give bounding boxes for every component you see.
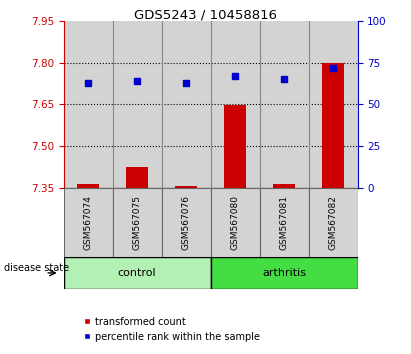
Bar bbox=[224, 105, 246, 188]
FancyBboxPatch shape bbox=[309, 188, 358, 257]
Bar bbox=[322, 63, 344, 188]
Bar bbox=[309, 21, 358, 188]
Text: GSM567074: GSM567074 bbox=[84, 195, 93, 250]
Text: GSM567075: GSM567075 bbox=[133, 195, 142, 250]
Point bbox=[232, 73, 238, 79]
FancyBboxPatch shape bbox=[211, 257, 358, 289]
Bar bbox=[126, 167, 148, 188]
Bar bbox=[77, 184, 99, 188]
Bar bbox=[64, 21, 113, 188]
FancyBboxPatch shape bbox=[64, 257, 211, 289]
Point bbox=[183, 80, 189, 86]
Point bbox=[85, 80, 92, 86]
Bar bbox=[175, 186, 197, 188]
Bar bbox=[260, 21, 309, 188]
FancyBboxPatch shape bbox=[162, 188, 211, 257]
Bar bbox=[162, 21, 211, 188]
Point bbox=[330, 65, 336, 71]
Text: GSM567076: GSM567076 bbox=[182, 195, 191, 250]
Bar bbox=[113, 21, 162, 188]
FancyBboxPatch shape bbox=[211, 188, 260, 257]
Text: GDS5243 / 10458816: GDS5243 / 10458816 bbox=[134, 9, 277, 22]
Text: GSM567080: GSM567080 bbox=[231, 195, 240, 250]
FancyBboxPatch shape bbox=[113, 188, 162, 257]
FancyBboxPatch shape bbox=[260, 188, 309, 257]
FancyBboxPatch shape bbox=[64, 188, 113, 257]
Text: disease state: disease state bbox=[4, 263, 69, 273]
Bar bbox=[211, 21, 260, 188]
Point bbox=[134, 78, 141, 84]
Point bbox=[281, 77, 287, 82]
Text: GSM567081: GSM567081 bbox=[279, 195, 289, 250]
Bar bbox=[273, 184, 295, 188]
Legend: transformed count, percentile rank within the sample: transformed count, percentile rank withi… bbox=[79, 313, 264, 346]
Text: control: control bbox=[118, 268, 157, 278]
Text: GSM567082: GSM567082 bbox=[328, 195, 337, 250]
Text: arthritis: arthritis bbox=[262, 268, 306, 278]
